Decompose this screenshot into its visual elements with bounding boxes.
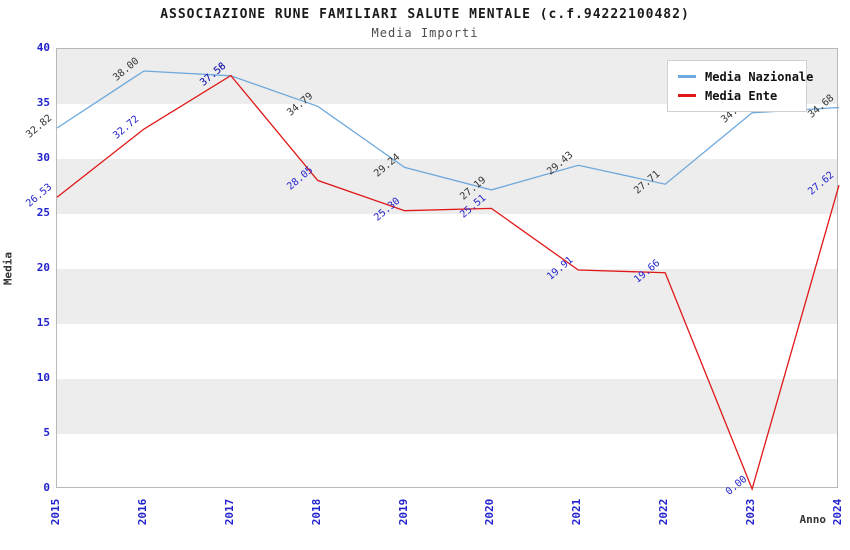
chart-title: ASSOCIAZIONE RUNE FAMILIARI SALUTE MENTA… [160,7,690,22]
series-line-media-ente [56,74,840,492]
plot-area: 32.82 38.00 37.56 34.79 29.24 27.19 29.43 27.71… [24,48,840,498]
x-tick-2021: 2021 [570,498,584,526]
y-tick-35: 35 [36,96,50,109]
chart-subtitle: Media Importi [371,26,479,40]
x-tick-2019: 2019 [396,498,410,526]
legend-swatch-icon [678,75,696,78]
y-tick-20: 20 [36,261,50,274]
series-line-media-nazionale [56,70,840,191]
x-tick-2015: 2015 [49,498,62,526]
x-tick-2020: 2020 [483,498,497,526]
legend-label: Media Ente [705,88,778,103]
y-tick-5: 5 [43,426,50,439]
legend-label: Media Nazionale [705,69,814,84]
x-tick-2024: 2024 [831,498,844,526]
x-tick-2023: 2023 [744,498,758,526]
x-tick-2018: 2018 [309,498,323,526]
y-tick-15: 15 [36,316,50,329]
x-tick-2017: 2017 [222,498,236,526]
legend-box: Media Nazionale Media Ente [667,60,813,112]
series-lines-canvas [56,70,840,492]
y-axis-title: Media [1,251,15,286]
y-tick-10: 10 [36,371,50,384]
y-tick-40: 40 [36,41,50,54]
legend-swatch-icon [678,94,696,97]
y-tick-30: 30 [36,151,50,164]
legend-item-media-ente: Media Ente [678,86,796,105]
y-tick-25: 25 [36,206,50,219]
legend-item-media-nazionale: Media Nazionale [678,67,813,86]
x-axis-title: Anno [799,513,827,526]
x-tick-2016: 2016 [135,498,149,526]
y-tick-0: 0 [43,481,50,494]
x-tick-2022: 2022 [657,498,671,526]
